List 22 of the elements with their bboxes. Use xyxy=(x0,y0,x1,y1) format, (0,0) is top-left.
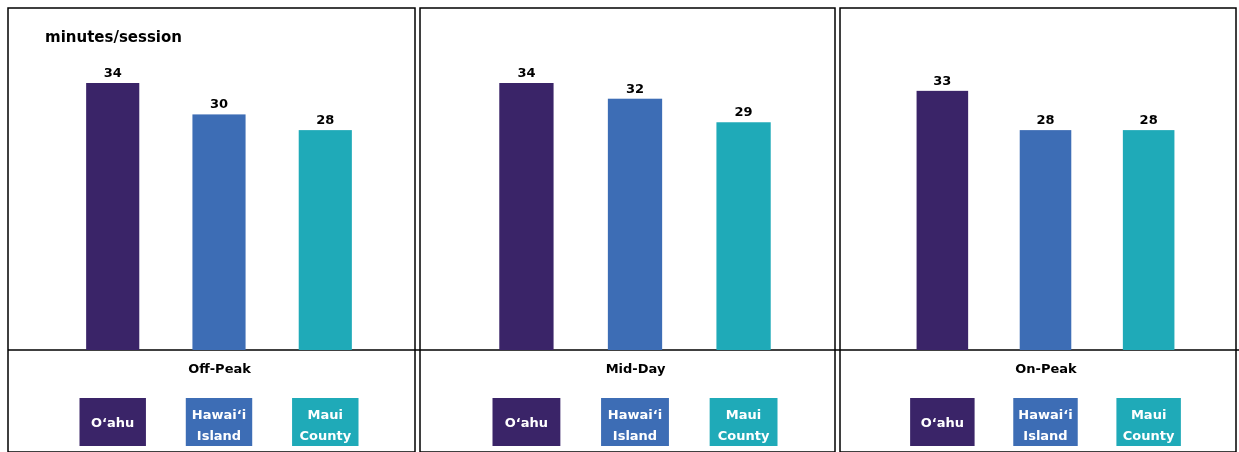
data-label: 34 xyxy=(517,65,536,80)
data-label: 28 xyxy=(1036,112,1055,128)
x-axis-title: On-Peak xyxy=(1015,361,1078,376)
x-tick-label: O‘ahu xyxy=(504,415,549,430)
x-tick-label: O‘ahu xyxy=(920,415,964,430)
x-tick-label: Maui County xyxy=(299,407,352,443)
data-label: 29 xyxy=(734,104,753,120)
x-axis-title: Mid-Day xyxy=(605,361,666,376)
x-tick-label: Hawai‘i Island xyxy=(607,407,663,443)
x-tick-label: O‘ahu xyxy=(91,415,135,430)
data-label: 32 xyxy=(625,80,645,96)
x-tick-label: Hawai‘i Island xyxy=(1018,407,1073,443)
x-axis-title: Off-Peak xyxy=(188,361,252,376)
x-tick-label: Hawai‘i Island xyxy=(191,407,247,443)
data-label: 33 xyxy=(933,72,952,88)
data-label: 34 xyxy=(103,65,122,80)
x-tick-label: Maui County xyxy=(717,407,770,443)
data-label: 30 xyxy=(209,96,229,112)
data-label: 28 xyxy=(316,112,335,128)
data-label: 28 xyxy=(1139,112,1158,128)
y-axis-title: minutes/session xyxy=(45,28,182,46)
x-tick-label: Maui County xyxy=(1122,407,1175,443)
